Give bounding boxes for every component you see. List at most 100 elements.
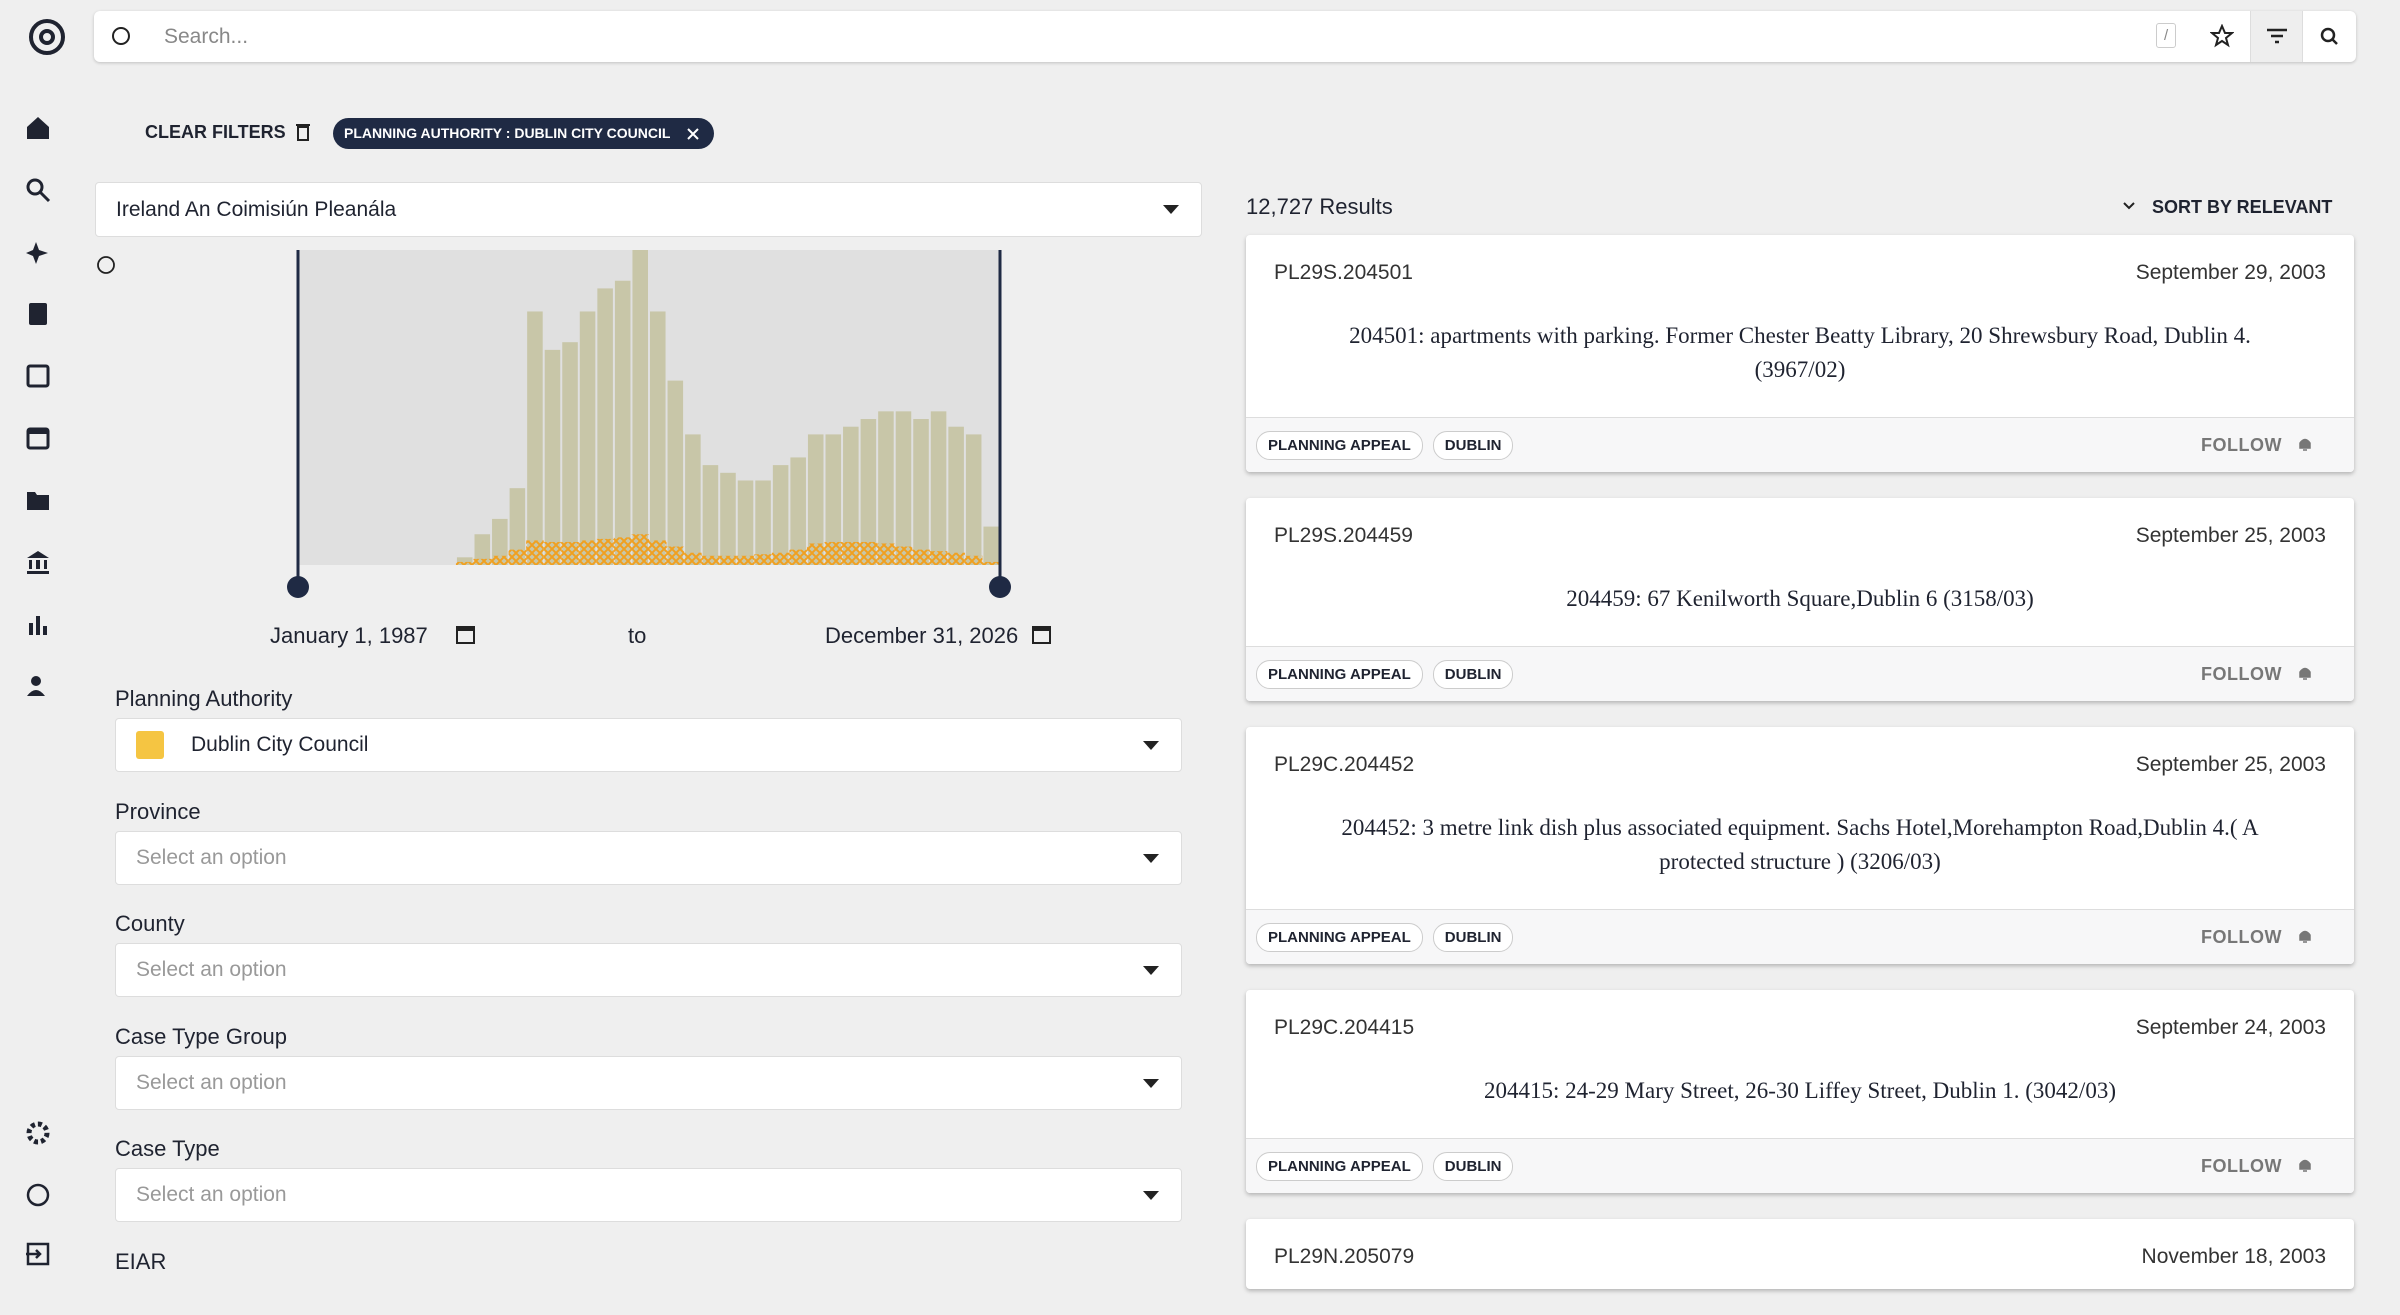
range-handle[interactable] [989,576,1011,598]
inbox-icon[interactable] [24,362,52,390]
result-card[interactable]: PL29N.205079 November 18, 2003 [1246,1219,2354,1289]
histogram-bar [474,534,491,565]
user-icon[interactable] [24,672,52,700]
select[interactable]: Select an option [115,830,1182,885]
histogram-bar [720,472,736,565]
filter-button[interactable] [2250,11,2302,62]
highlight-bar [578,540,597,565]
chip-close[interactable] [686,127,700,141]
highlight-bar [824,541,843,565]
field-label: EIAR [115,1249,167,1274]
select[interactable]: Dublin City Council [115,718,1182,772]
case-title: 204459: 67 Kenilworth Square,Dublin 6 (3… [1566,586,2034,611]
bank-icon[interactable] [24,548,52,576]
case-date: September 25, 2003 [2135,524,2326,547]
highlight-bar [754,554,772,565]
case-id: PL29C.204415 [1274,1016,1415,1039]
result-count: 12,727 Results [1246,194,1393,219]
select[interactable]: Select an option [115,943,1182,998]
tag: DUBLIN [1432,659,1514,689]
histogram-bar [755,480,771,565]
bell-shape [2299,667,2311,680]
histogram-bar [878,411,894,565]
folder-icon[interactable] [24,486,52,514]
end-date[interactable]: December 31, 2026 [825,623,1019,648]
highlight-bar [561,541,579,565]
sparkle-icon[interactable] [24,238,52,266]
follow-button[interactable]: FOLLOW [2201,927,2314,948]
page: Search {"search":{"placeholder":"Search.… [24,11,2356,1289]
highlight-bar [964,555,983,565]
search-bar[interactable]: Search... / [94,11,2356,62]
shortcut-key: / [2156,23,2177,48]
histogram [287,250,1011,598]
chip-label: PLANNING AUTHORITY : DUBLIN CITY COUNCIL [344,125,671,141]
histogram-bar [825,434,842,565]
histogram-bar [527,311,543,565]
range-handle[interactable] [287,576,309,598]
trash-icon[interactable] [294,121,312,143]
filter-chip[interactable]: PLANNING AUTHORITY : DUBLIN CITY COUNCIL [333,118,715,149]
result-card[interactable]: PL29C.204452 September 25, 2003 204452: 3 … [1246,727,2354,964]
histogram-bar [965,434,982,565]
highlight-bar [982,561,1000,565]
field-label: County [115,911,185,937]
histogram-bar [772,465,789,565]
logout-icon[interactable] [24,1240,52,1268]
source-value: Ireland An Coimisiún Pleanála [116,197,397,221]
bell-icon [2299,438,2311,451]
highlight-bar [859,541,878,565]
start-date[interactable]: January 1, 1987 [270,623,428,648]
card-footer: PLANNING APPEAL DUBLIN FOLLOW [1246,646,2354,701]
card-header: PL29S.204501 September 29, 2003 [1246,235,2354,305]
highlight-bar [719,555,737,565]
star-button[interactable] [2210,24,2234,48]
chart-icon[interactable] [24,610,52,638]
caret [1143,853,1159,863]
field-label: Province [115,798,201,824]
select[interactable]: Select an option [115,1168,1182,1223]
caret [1143,1191,1159,1201]
sort-chevron[interactable] [2121,198,2137,214]
case-title: 204501: apartments with parking. Former … [1349,323,2251,382]
select[interactable]: Select an option [115,1055,1182,1110]
case-title: 204415: 24-29 Mary Street, 26-30 Liffey … [1484,1078,2116,1103]
result-card[interactable]: PL29S.204501 September 29, 2003 204501: ap… [1246,235,2354,472]
clear-filters[interactable]: CLEAR FILTERS [145,122,286,142]
histogram-bar [807,434,824,565]
home-icon[interactable] [24,114,52,142]
histogram-bar [895,411,912,565]
bell-shape [2299,930,2311,943]
follow-button[interactable]: FOLLOW [2201,664,2314,685]
help-icon[interactable] [96,255,116,275]
card-header: PL29C.204415 September 24, 2003 [1246,990,2354,1060]
highlight-bar [894,546,913,565]
caret [1143,1078,1159,1088]
case-id: PL29N.205079 [1274,1245,1415,1268]
help-icon[interactable] [110,25,132,47]
histogram-bar [702,465,719,565]
search-icon[interactable] [24,176,52,204]
authority-icon [136,731,164,759]
highlight-bar [684,552,702,565]
settings-icon[interactable] [24,1119,52,1147]
source-select[interactable]: Ireland An Coimisiún Pleanála [95,182,1202,237]
follow-button[interactable]: FOLLOW [2201,435,2314,456]
highlight-bar [806,543,825,565]
select-placeholder: Select an option [136,845,287,869]
calendar-icon[interactable] [24,424,52,452]
tag: PLANNING APPEAL [1256,1151,1423,1181]
highlight-bar [455,561,474,565]
logo[interactable] [27,17,67,57]
search-button[interactable] [2302,11,2356,62]
calendar-icon[interactable] [1031,624,1053,646]
sort-button[interactable]: SORT BY RELEVANT [2152,197,2333,217]
histogram-area [298,250,1000,565]
result-card[interactable]: PL29C.204415 September 24, 2003 204415: 24… [1246,990,2354,1193]
follow-button[interactable]: FOLLOW [2201,1156,2314,1177]
help-icon[interactable] [24,1181,52,1209]
calendar-icon[interactable] [455,624,477,646]
book-icon[interactable] [24,300,52,328]
result-card[interactable]: PL29S.204459 September 25, 2003 204459: 67… [1246,498,2354,701]
caret [1163,205,1179,214]
